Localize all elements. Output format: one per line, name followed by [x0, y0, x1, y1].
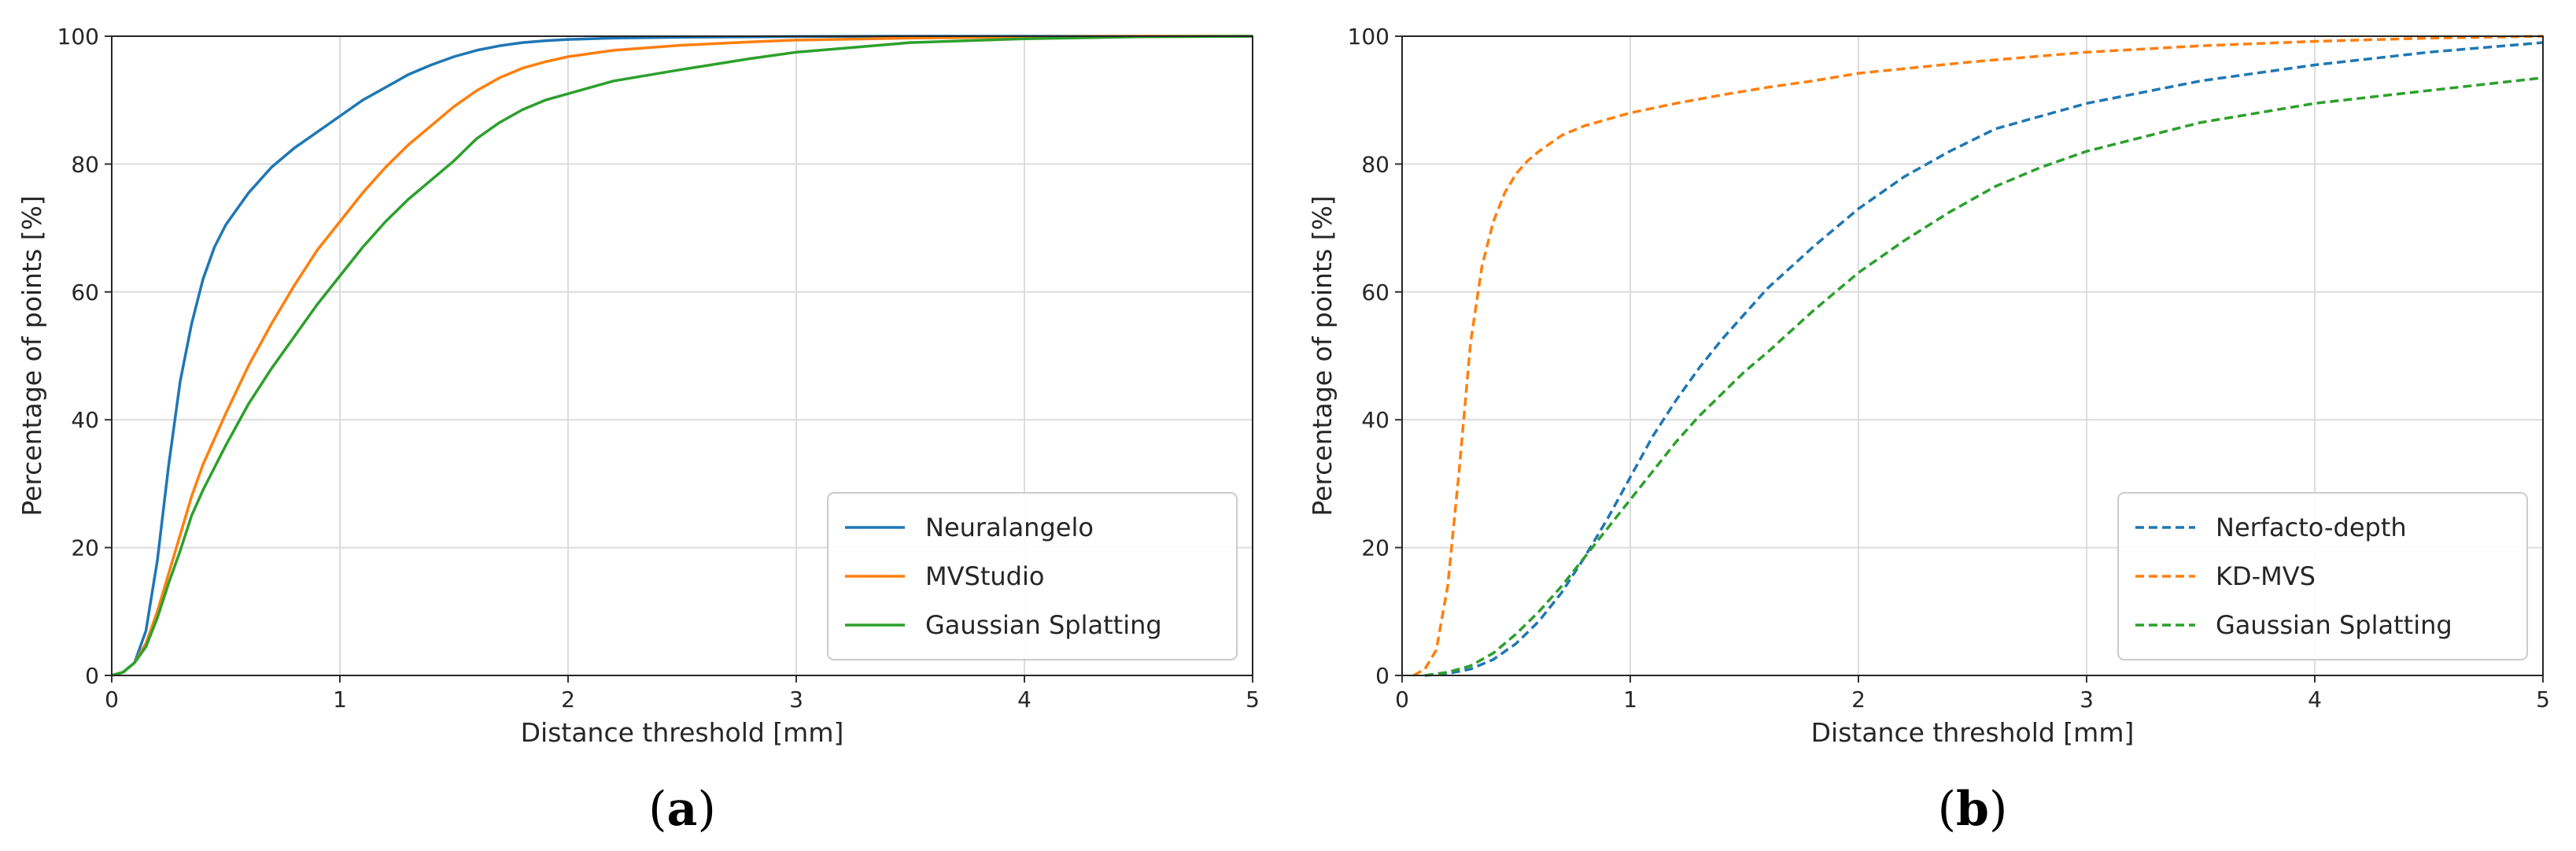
x-tick-label: 5 — [1246, 686, 1260, 712]
panel-label: (b) — [1938, 782, 2008, 837]
x-tick-label: 3 — [2080, 686, 2094, 712]
y-tick-label: 60 — [71, 279, 99, 305]
panel-label: (a) — [648, 782, 716, 837]
panel-a: 0 1 2 3 4 5 0 20 40 60 80 100 Distance threshold [mm… — [17, 24, 1260, 837]
legend-label: KD-MVS — [2216, 561, 2316, 591]
legend-label: MVStudio — [925, 561, 1044, 591]
panel-b: 0 1 2 3 4 5 0 20 40 60 80 100 Distance threshold [mm… — [1307, 24, 2550, 837]
legend-label: Nerfacto-depth — [2216, 512, 2407, 542]
x-tick-label: 2 — [561, 686, 575, 712]
x-tick-label: 1 — [1623, 686, 1637, 712]
legend-box — [2117, 492, 2528, 660]
y-tick-label: 20 — [71, 535, 99, 561]
x-tick-label: 3 — [789, 686, 803, 712]
x-tick-label: 2 — [1851, 686, 1866, 712]
series-line-gaussian-splatting — [112, 35, 1253, 677]
x-tick-label: 0 — [105, 686, 119, 712]
y-tick-label: 0 — [85, 663, 99, 689]
y-tick-label: 100 — [1348, 24, 1389, 50]
y-tick-label: 60 — [1361, 279, 1389, 305]
legend-label: Gaussian Splatting — [2216, 610, 2452, 640]
series-line-gaussian-splatting — [1424, 76, 2543, 677]
y-tick-label: 20 — [1361, 535, 1389, 561]
legend-label: Gaussian Splatting — [925, 610, 1162, 640]
x-tick-label: 4 — [1017, 686, 1032, 712]
x-tick-label: 1 — [333, 686, 347, 712]
y-axis-label: Percentage of points [%] — [1307, 195, 1338, 516]
y-tick-label: 100 — [57, 24, 99, 50]
series-line-neuralangelo — [112, 35, 1253, 677]
x-tick-label: 4 — [2308, 686, 2322, 712]
y-tick-label: 80 — [71, 151, 99, 177]
x-tick-label: 5 — [2536, 686, 2550, 712]
series-line-mvstudio — [112, 35, 1253, 677]
y-tick-label: 40 — [1361, 407, 1389, 433]
legend: Nerfacto-depth KD-MVS Gaussian Splatting — [2117, 492, 2528, 660]
axes-frame — [111, 35, 1253, 676]
y-tick-label: 40 — [71, 407, 99, 433]
y-tick-label: 80 — [1361, 151, 1389, 177]
series-group — [112, 35, 1253, 677]
y-axis-label: Percentage of points [%] — [17, 195, 47, 516]
x-axis-label: Distance threshold [mm] — [1811, 717, 2135, 748]
axes-frame — [1401, 35, 2544, 676]
legend-box — [827, 492, 1238, 660]
series-group — [1412, 35, 2543, 677]
x-axis-label: Distance threshold [mm] — [521, 717, 844, 748]
y-tick-label: 0 — [1375, 663, 1389, 689]
legend-label: Neuralangelo — [925, 512, 1094, 542]
x-tick-label: 0 — [1395, 686, 1409, 712]
legend: Neuralangelo MVStudio Gaussian Splatting — [827, 492, 1238, 660]
series-line-kd-mvs — [1412, 35, 2543, 677]
series-line-nerfacto-depth — [1424, 41, 2543, 677]
